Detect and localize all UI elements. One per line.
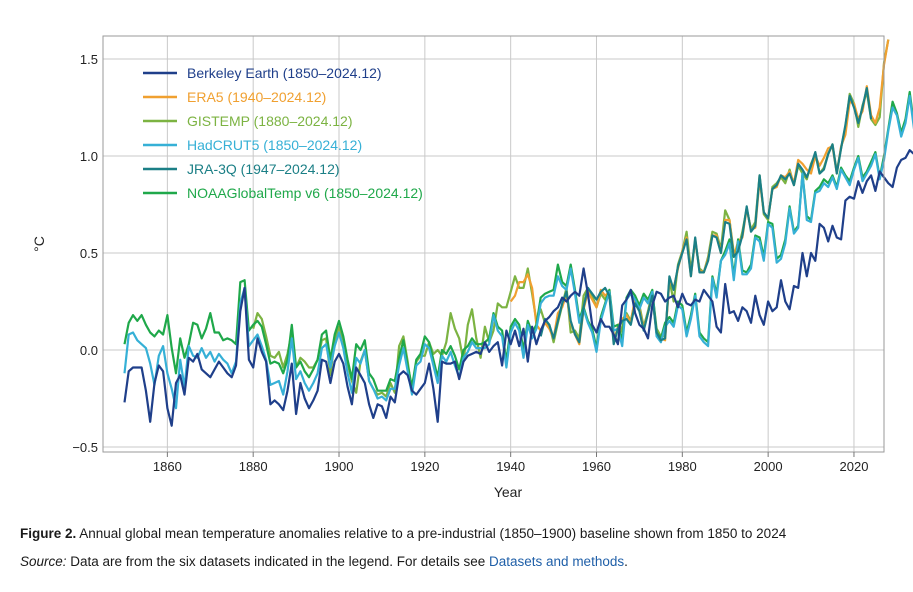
x-tick-label: 1940 [496,459,525,474]
legend-entry: ERA5 (1940–2024.12) [187,89,326,105]
axis-ticks: 1860 1880 1900 1920 1940 1960 1980 2000 2020 −0.5… [72,52,868,474]
grid-lines [103,36,884,452]
series-line [123,90,913,392]
legend-entry: Berkeley Earth (1850–2024.12) [187,65,382,81]
source-note: Source: Data are from the six datasets i… [20,552,900,571]
figure-text: Annual global mean temperature anomalies… [76,526,787,541]
legend-entry: JRA-3Q (1947–2024.12) [187,161,340,177]
figure-label: Figure 2. [20,526,77,541]
x-tick-label: 2000 [754,459,783,474]
series-line [123,149,913,427]
legend: Berkeley Earth (1850–2024.12) ERA5 (1940–… [143,65,423,201]
source-text: Data are from the six datasets indicated… [66,554,490,569]
source-label: Source: [20,554,67,569]
x-tick-label: 1960 [582,459,611,474]
x-axis-label: Year [494,484,523,500]
x-tick-label: 1920 [410,459,439,474]
data-series [123,39,913,427]
legend-entry: HadCRUT5 (1850–2024.12) [187,137,362,153]
temperature-chart: 1860 1880 1900 1920 1940 1960 1980 2000 2020 −0.5… [31,35,913,500]
x-tick-label: 2020 [840,459,869,474]
source-end: . [624,554,628,569]
y-axis-label: °C [31,236,47,252]
y-tick-label: 0.0 [80,343,98,358]
figure-caption: Figure 2. Annual global mean temperature… [20,524,900,543]
series-line [252,39,890,398]
y-tick-label: −0.5 [72,440,98,455]
x-tick-label: 1860 [153,459,182,474]
series-line [123,94,913,410]
y-tick-label: 1.0 [80,149,98,164]
x-tick-label: 1900 [325,459,354,474]
x-tick-label: 1980 [668,459,697,474]
y-tick-label: 1.5 [80,52,98,67]
legend-entry: GISTEMP (1880–2024.12) [187,113,353,129]
x-tick-label: 1880 [239,459,268,474]
series-line [539,86,873,346]
datasets-methods-link[interactable]: Datasets and methods [489,554,625,569]
legend-entry: NOAAGlobalTemp v6 (1850–2024.12) [187,185,423,201]
plot-frame [102,35,885,453]
y-tick-label: 0.5 [80,246,98,261]
